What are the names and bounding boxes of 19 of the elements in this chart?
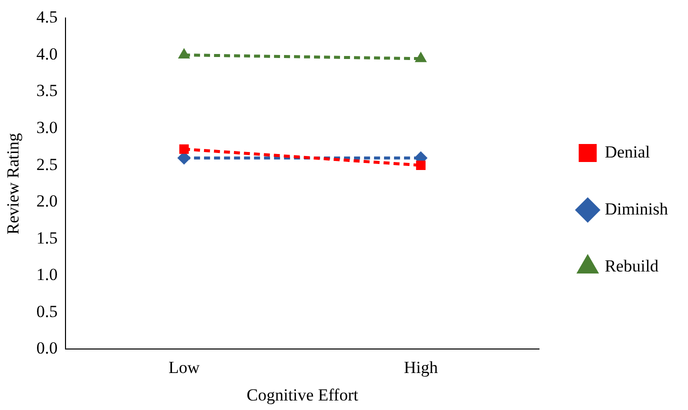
y-tick-label: 2.0 xyxy=(36,192,58,211)
x-axis-title: Cognitive Effort xyxy=(246,385,358,404)
legend-label: Rebuild xyxy=(604,256,660,276)
y-tick-label: 4.0 xyxy=(36,44,58,64)
x-tick-label: Low xyxy=(168,358,200,377)
point xyxy=(416,160,426,170)
y-tick-label: 4.5 xyxy=(36,8,58,27)
y-tick-label: 3.0 xyxy=(36,118,58,137)
y-tick-label: 1.5 xyxy=(36,228,58,248)
y-tick-label: 0.5 xyxy=(36,302,58,321)
legend-label: Denial xyxy=(604,142,650,162)
y-tick-label: 2.5 xyxy=(36,154,58,174)
y-tick-label: 0.0 xyxy=(36,338,58,358)
y-tick-label: 1.0 xyxy=(36,265,58,284)
x-tick-label: High xyxy=(404,358,438,377)
legend-label: Diminish xyxy=(604,199,668,218)
y-axis-title: Review Rating xyxy=(4,132,23,234)
point xyxy=(179,144,189,154)
y-tick-label: 3.5 xyxy=(36,81,58,100)
